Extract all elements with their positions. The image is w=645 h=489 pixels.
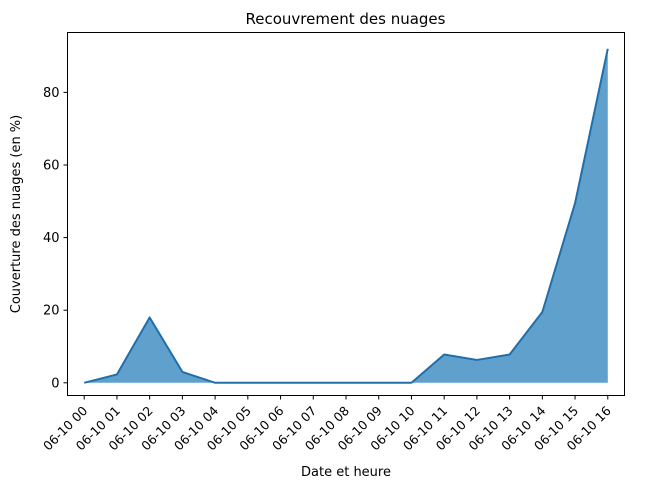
x-axis-label: Date et heure (301, 465, 391, 480)
area-fill (84, 48, 608, 383)
y-tick-label: 40 (43, 231, 60, 246)
plot-frame (67, 32, 625, 396)
series-line (83, 48, 609, 384)
y-tick-label: 80 (43, 86, 60, 101)
y-axis-label: Couverture des nuages (en %) (9, 115, 24, 313)
y-tick-label: 60 (43, 158, 60, 173)
chart-title: Recouvrement des nuages (246, 10, 446, 28)
y-tick-label: 20 (43, 304, 60, 319)
y-tick-label: 0 (51, 376, 59, 391)
